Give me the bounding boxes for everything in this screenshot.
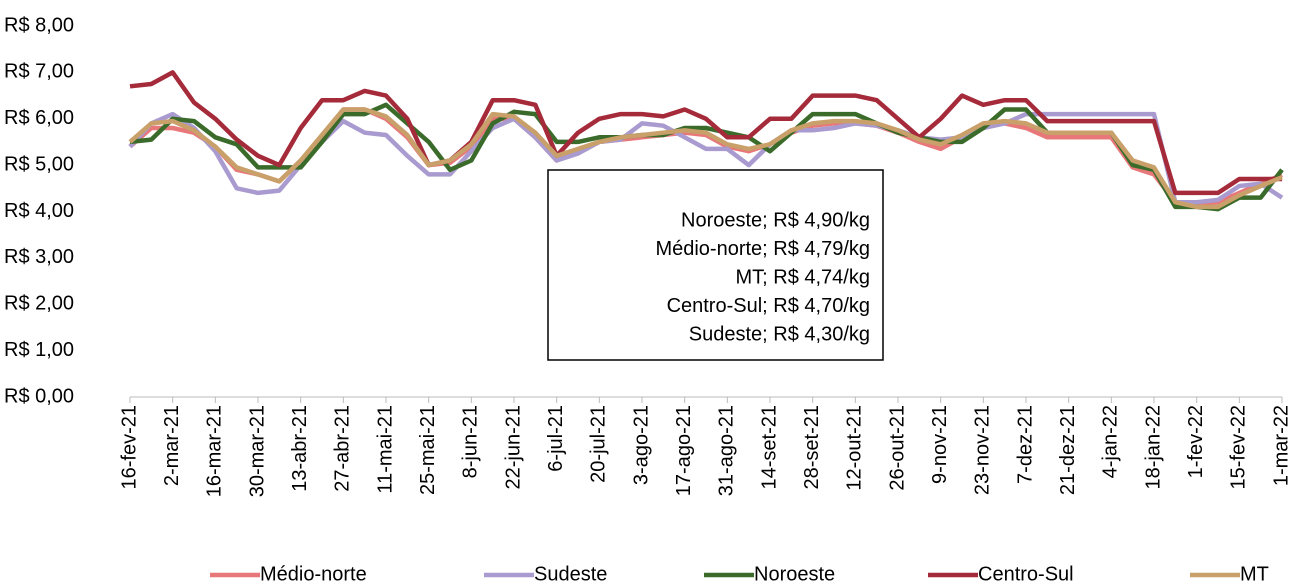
x-tick-label: 25-mai-21 (417, 405, 439, 495)
x-tick-label: 12-out-21 (844, 405, 866, 491)
x-tick-label: 28-set-21 (801, 405, 823, 490)
annotation-text: MT; R$ 4,74/kg (735, 266, 870, 288)
x-tick-label: 7-dez-21 (1014, 405, 1036, 484)
y-tick-label: R$ 4,00 (4, 200, 74, 222)
y-tick-label: R$ 1,00 (4, 339, 74, 361)
x-tick-label: 6-jul-21 (545, 405, 567, 472)
x-tick-label: 8-jun-21 (460, 405, 482, 478)
legend-label: MT (1240, 563, 1269, 585)
x-tick-label: 22-jun-21 (502, 405, 524, 490)
series-line (129, 70, 1282, 196)
y-tick-label: R$ 7,00 (4, 61, 74, 83)
x-tick-label: 13-abr-21 (289, 405, 311, 492)
y-tick-label: R$ 2,00 (4, 293, 74, 315)
annotation-text: Médio-norte; R$ 4,79/kg (655, 238, 870, 260)
annotation-box (547, 169, 884, 361)
y-tick-label: R$ 6,00 (4, 107, 74, 129)
x-tick-label: 3-ago-21 (630, 405, 652, 485)
series-line (128, 107, 1283, 210)
y-tick-label: R$ 5,00 (4, 153, 74, 175)
x-tick-label: 15-fev-22 (1228, 405, 1250, 490)
legend-label: Centro-Sul (978, 563, 1074, 585)
x-tick-label: 2-mar-21 (161, 405, 183, 486)
x-tick-label: 20-jul-21 (588, 405, 610, 483)
x-tick-label: 16-mar-21 (204, 405, 226, 497)
x-tick-label: 1-fev-22 (1185, 405, 1207, 478)
x-tick-label: 26-out-21 (886, 405, 908, 491)
x-tick-label: 9-nov-21 (929, 405, 951, 484)
x-tick-label: 30-mar-21 (246, 405, 268, 497)
x-tick-label: 17-ago-21 (673, 405, 695, 496)
annotation-text: Noroeste; R$ 4,90/kg (681, 209, 870, 231)
y-tick-label: R$ 8,00 (4, 14, 74, 36)
x-tick-label: 23-nov-21 (972, 405, 994, 495)
x-tick-label: 27-abr-21 (332, 405, 354, 492)
x-tick-label: 18-jan-22 (1142, 405, 1164, 490)
annotation-text: Sudeste; R$ 4,30/kg (689, 323, 870, 345)
annotation-text: Centro-Sul; R$ 4,70/kg (667, 295, 870, 317)
x-tick-label: 21-dez-21 (1057, 405, 1079, 495)
y-tick-label: R$ 3,00 (4, 246, 74, 268)
x-tick-label: 14-set-21 (758, 405, 780, 490)
x-tick-label: 16-fev-21 (118, 405, 140, 490)
y-tick-label: R$ 0,00 (4, 385, 74, 407)
x-tick-label: 11-mai-21 (374, 405, 396, 494)
x-tick-label: 4-jan-22 (1100, 405, 1122, 478)
x-tick-label: 31-ago-21 (716, 405, 738, 496)
legend-label: Médio-norte (260, 563, 367, 585)
x-tick-label: 1-mar-22 (1270, 405, 1292, 486)
legend-label: Noroeste (754, 563, 835, 585)
legend-label: Sudeste (534, 563, 607, 585)
